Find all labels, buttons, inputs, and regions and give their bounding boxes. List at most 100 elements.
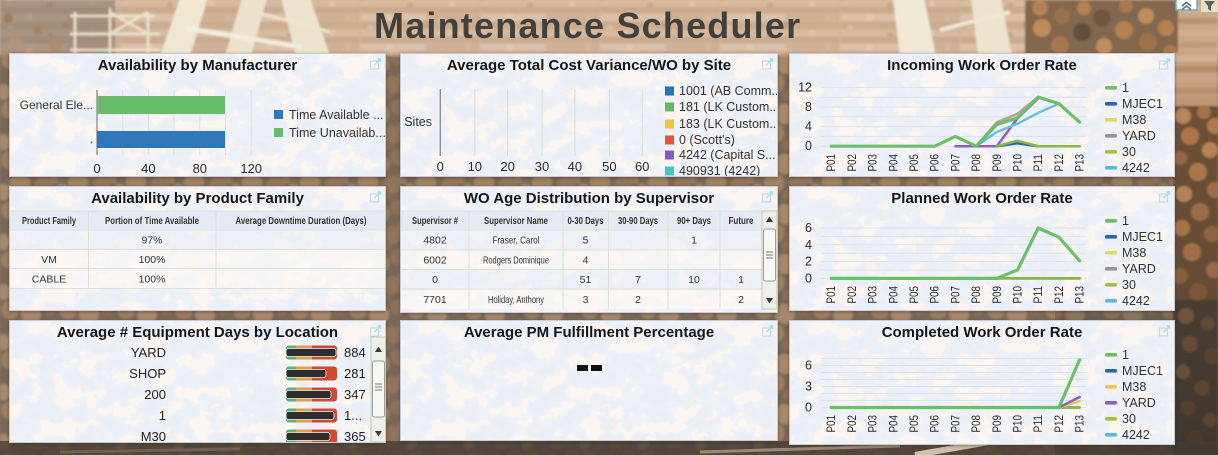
svg-text:M38: M38: [1122, 246, 1146, 260]
svg-text:40: 40: [568, 159, 582, 174]
svg-text:0: 0: [805, 271, 812, 285]
svg-text:P11: P11: [1033, 154, 1045, 172]
svg-text:4802: 4802: [423, 235, 447, 247]
svg-text:0 (Scott's): 0 (Scott's): [679, 133, 735, 147]
svg-text:P08: P08: [971, 415, 983, 433]
svg-text:10: 10: [688, 274, 700, 286]
svg-text:P04: P04: [888, 153, 900, 171]
svg-text:0: 0: [437, 159, 444, 174]
svg-text:P01: P01: [826, 154, 838, 172]
svg-text:97%: 97%: [141, 235, 162, 247]
svg-text:P08: P08: [971, 154, 983, 172]
svg-text:P08: P08: [971, 286, 983, 304]
svg-text:365: 365: [344, 429, 366, 442]
svg-text:P13: P13: [1075, 286, 1087, 304]
svg-text:P03: P03: [868, 415, 880, 433]
svg-text:0: 0: [432, 274, 438, 286]
svg-text:2: 2: [635, 294, 641, 306]
svg-text:SHOP: SHOP: [129, 366, 166, 381]
svg-text:P12: P12: [1054, 154, 1066, 172]
svg-text:P10: P10: [1013, 415, 1025, 433]
svg-text:5: 5: [583, 235, 589, 247]
svg-text:90+ Days: 90+ Days: [677, 215, 711, 227]
svg-text:6: 6: [805, 359, 812, 373]
svg-text:M38: M38: [1122, 380, 1146, 394]
svg-text:Rodgers Dominique: Rodgers Dominique: [483, 255, 549, 267]
svg-text:MJEC1: MJEC1: [1122, 364, 1163, 378]
svg-text:0: 0: [93, 161, 100, 176]
svg-text:YARD: YARD: [1122, 129, 1156, 143]
svg-text:M30: M30: [141, 429, 166, 442]
svg-text:P12: P12: [1054, 415, 1066, 433]
svg-text:183 (LK Custom...: 183 (LK Custom...: [679, 117, 777, 131]
svg-text:181 (LK Custom...: 181 (LK Custom...: [679, 100, 777, 114]
svg-text:4242: 4242: [1122, 428, 1150, 442]
svg-text:MJEC1: MJEC1: [1122, 97, 1163, 111]
svg-text:VM: VM: [41, 254, 57, 266]
svg-text:P13: P13: [1075, 154, 1087, 172]
svg-text:100%: 100%: [139, 254, 166, 266]
svg-text:7701: 7701: [423, 294, 447, 306]
svg-text:200: 200: [144, 387, 166, 402]
svg-text:1: 1: [1122, 81, 1129, 95]
svg-text:4242: 4242: [1122, 294, 1150, 308]
svg-text:0: 0: [805, 139, 812, 153]
svg-text:50: 50: [602, 159, 616, 174]
svg-text:P13: P13: [1075, 415, 1087, 433]
svg-text:Time Available ...: Time Available ...: [289, 108, 384, 122]
svg-text:30-90 Days: 30-90 Days: [618, 215, 658, 227]
svg-text:P06: P06: [930, 154, 942, 172]
svg-text:1: 1: [159, 408, 166, 423]
svg-text:Product Family: Product Family: [22, 215, 76, 227]
svg-text:281: 281: [344, 366, 366, 381]
svg-text:0: 0: [805, 401, 812, 415]
svg-text:Time Unavailab...: Time Unavailab...: [289, 126, 385, 140]
svg-text:Fraser, Carol: Fraser, Carol: [493, 235, 540, 247]
svg-text:YARD: YARD: [131, 345, 166, 360]
svg-text:0-30 Days: 0-30 Days: [568, 215, 604, 227]
svg-text:P06: P06: [930, 415, 942, 433]
svg-text:80: 80: [193, 161, 207, 176]
svg-text:P07: P07: [950, 415, 962, 433]
svg-text:4: 4: [805, 238, 812, 252]
svg-text:P01: P01: [826, 415, 838, 433]
svg-text:MJEC1: MJEC1: [1122, 230, 1163, 244]
svg-text:P10: P10: [1013, 154, 1025, 172]
svg-text:40: 40: [141, 161, 155, 176]
svg-text:8: 8: [805, 100, 812, 114]
svg-text:P02: P02: [847, 154, 859, 172]
svg-text:2: 2: [738, 294, 744, 306]
svg-text:1: 1: [1122, 214, 1129, 228]
svg-text:7: 7: [635, 274, 641, 286]
svg-text:Portion of Time Available: Portion of Time Available: [105, 215, 199, 227]
svg-text:P12: P12: [1054, 286, 1066, 304]
svg-text:YARD: YARD: [1122, 396, 1156, 410]
svg-text:P10: P10: [1013, 286, 1025, 304]
svg-text:P05: P05: [909, 415, 921, 433]
svg-text:6002: 6002: [423, 255, 447, 267]
svg-text:51: 51: [580, 274, 592, 286]
svg-text:P05: P05: [909, 286, 921, 304]
svg-text:347: 347: [344, 387, 366, 402]
svg-text:P11: P11: [1033, 415, 1045, 433]
svg-text:M38: M38: [1122, 113, 1146, 127]
svg-text:6: 6: [805, 221, 812, 235]
svg-text:30: 30: [535, 159, 549, 174]
svg-text:P09: P09: [992, 154, 1004, 172]
svg-text:P04: P04: [888, 285, 900, 303]
svg-text:.: .: [90, 132, 93, 146]
svg-text:120: 120: [240, 161, 262, 176]
svg-text:P09: P09: [992, 415, 1004, 433]
svg-text:P04: P04: [888, 414, 900, 432]
svg-text:1001 (AB Comm...: 1001 (AB Comm...: [679, 84, 777, 98]
svg-text:P03: P03: [868, 286, 880, 304]
svg-text:30: 30: [1122, 145, 1136, 159]
svg-text:490931 (4242): 490931 (4242): [679, 164, 760, 176]
svg-text:Future: Future: [729, 215, 754, 227]
svg-text:30: 30: [1122, 412, 1136, 426]
svg-text:30: 30: [1122, 278, 1136, 292]
svg-text:Average Downtime Duration (Day: Average Downtime Duration (Days): [236, 215, 367, 227]
svg-text:10: 10: [468, 159, 482, 174]
svg-text:2: 2: [805, 255, 812, 269]
svg-text:1: 1: [738, 274, 744, 286]
